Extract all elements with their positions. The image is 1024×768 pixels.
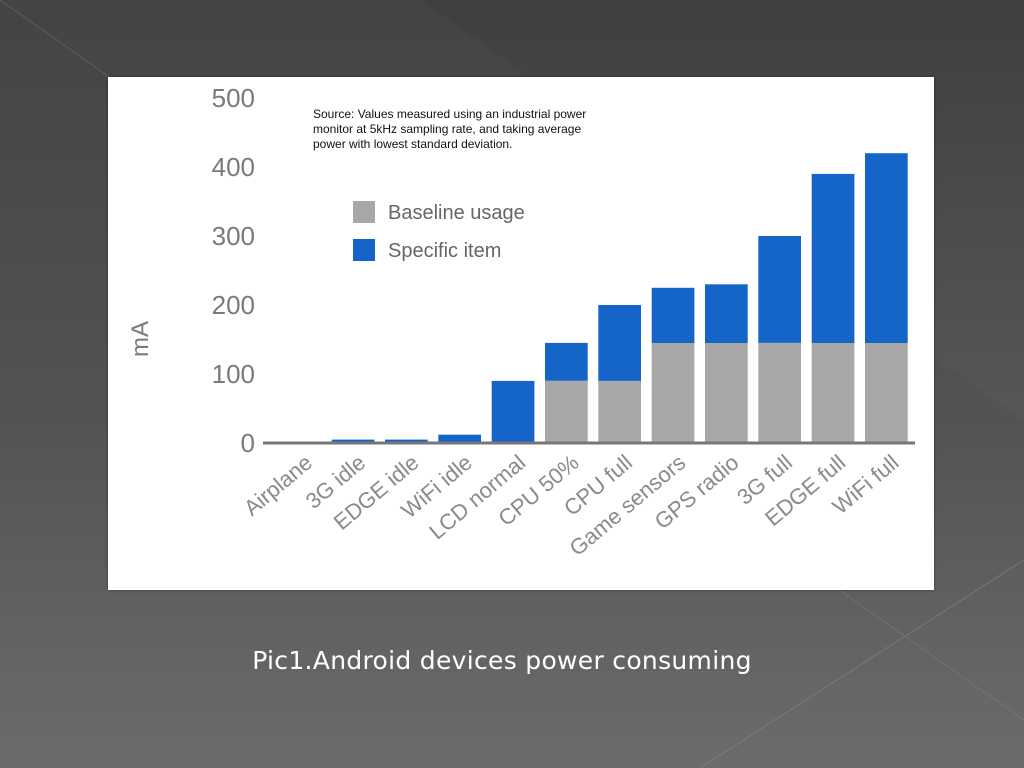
- bar-baseline: [865, 342, 908, 443]
- bar-specific-item: [491, 380, 535, 443]
- source-note-line-3: power with lowest standard deviation.: [313, 137, 512, 151]
- y-tick-label: 400: [212, 152, 255, 182]
- y-tick-label: 0: [241, 428, 255, 458]
- source-note-line-2: monitor at 5kHz sampling rate, and takin…: [313, 122, 581, 136]
- bar-specific-item: [758, 236, 801, 343]
- y-tick-label: 200: [212, 290, 255, 320]
- legend-label-baseline: Baseline usage: [388, 202, 525, 224]
- legend-swatch-specific: [353, 239, 375, 261]
- source-note: Source: Values measured using an industr…: [313, 107, 586, 151]
- y-tick-label: 500: [212, 83, 255, 113]
- bar-specific-item: [438, 434, 481, 443]
- bar-specific-item: [598, 305, 641, 381]
- y-tick-label: 300: [212, 221, 255, 251]
- y-axis-label: mA: [127, 321, 154, 357]
- bar-baseline: [651, 342, 695, 443]
- chart-panel: 0 100 200 300 400 500 mA Airplane 3G idle EDGE …: [108, 77, 934, 590]
- bar-specific-item: [705, 284, 748, 343]
- bar-baseline: [705, 342, 748, 443]
- legend: Baseline usage Specific item: [353, 201, 525, 262]
- legend-label-specific: Specific item: [388, 240, 501, 262]
- bar-specific-item: [865, 153, 908, 343]
- bar-specific-item: [385, 439, 428, 443]
- bar-specific-item: [331, 439, 375, 443]
- bar-baseline: [598, 380, 641, 443]
- bar-baseline: [811, 342, 855, 443]
- source-note-line-1: Source: Values measured using an industr…: [313, 107, 586, 121]
- x-tick-label: Airplane: [239, 450, 317, 521]
- y-tick-labels: 0 100 200 300 400 500: [212, 83, 255, 458]
- bar-specific-item: [651, 287, 695, 343]
- slide-caption: Pic1.Android devices power consuming: [252, 646, 752, 675]
- bar-specific-item: [545, 342, 588, 381]
- bar-baseline: [545, 380, 588, 443]
- bars-group: [278, 153, 908, 443]
- bar-specific-item: [811, 173, 855, 343]
- y-tick-label: 100: [212, 359, 255, 389]
- bar-baseline: [758, 342, 801, 443]
- legend-swatch-baseline: [353, 201, 375, 223]
